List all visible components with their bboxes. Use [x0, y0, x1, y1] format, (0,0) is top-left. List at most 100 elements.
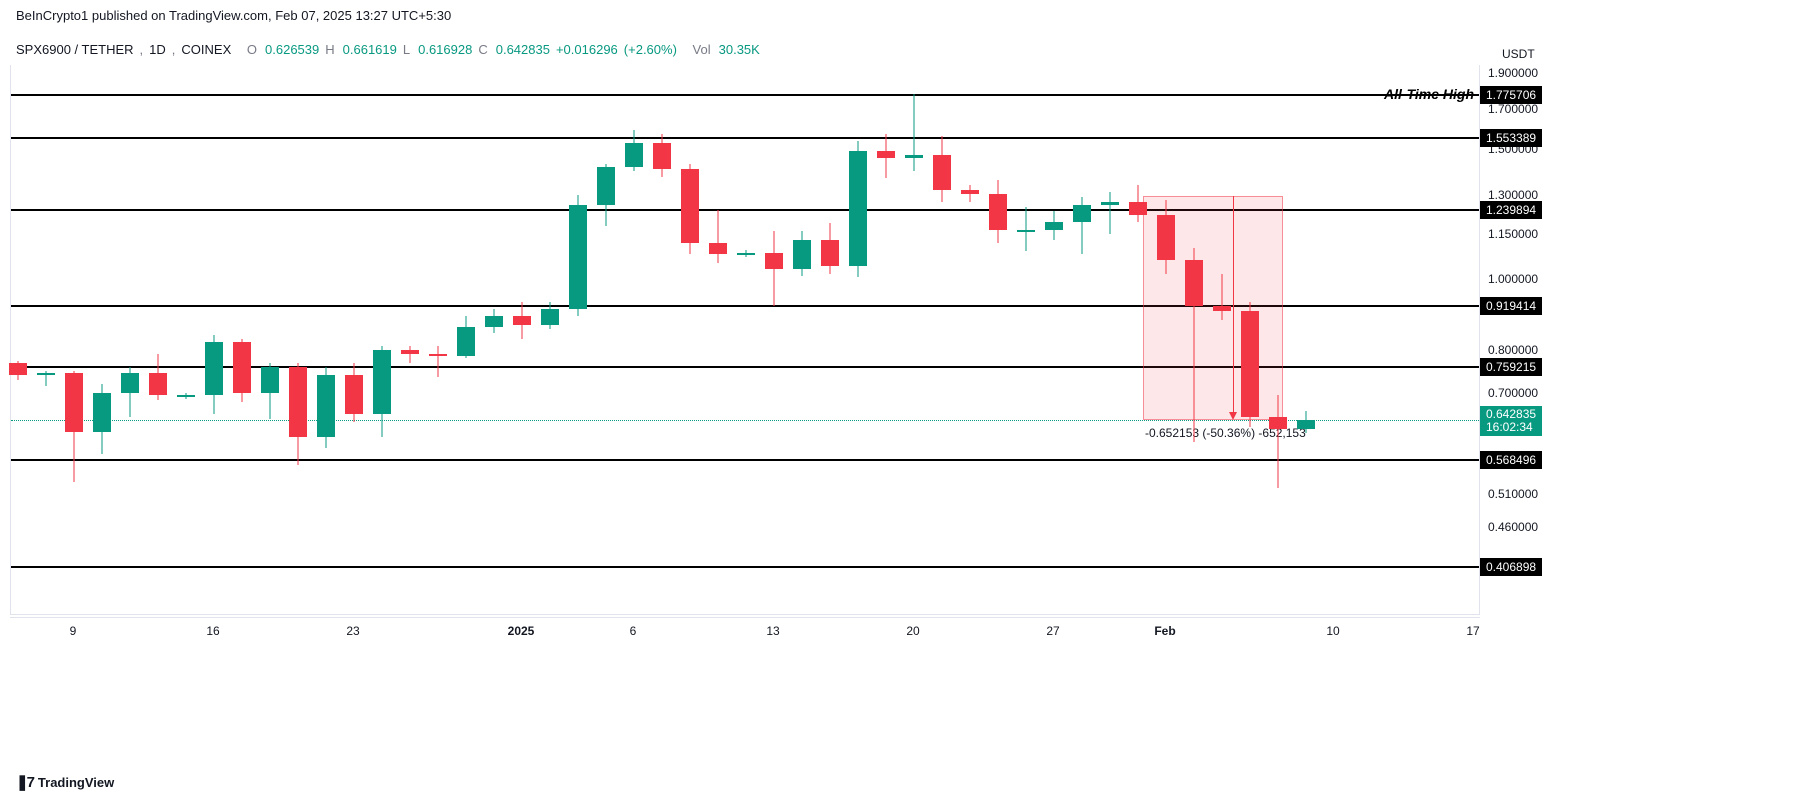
price-level-tag: 0.919414: [1480, 297, 1542, 315]
price-level-line: [11, 94, 1479, 96]
low-label: L: [403, 42, 410, 57]
x-tick: 10: [1326, 624, 1339, 638]
symbol-ohlc-bar: SPX6900 / TETHER , 1D , COINEX O0.626539…: [16, 42, 760, 57]
candle: [709, 210, 727, 263]
candle: [373, 346, 391, 437]
y-axis-title: USDT: [1502, 47, 1535, 61]
x-tick: 9: [70, 624, 77, 638]
candle: [933, 136, 951, 202]
price-level-line: [11, 137, 1479, 139]
y-tick: 0.800000: [1488, 343, 1538, 357]
candle: [317, 367, 335, 448]
price-level-tag: 0.406898: [1480, 558, 1542, 576]
candle: [205, 335, 223, 415]
change-pct: (+2.60%): [624, 42, 677, 57]
high-value: 0.661619: [343, 42, 397, 57]
x-tick: Feb: [1154, 624, 1175, 638]
published-on-text: published on TradingView.com,: [92, 8, 272, 23]
price-level-line: [11, 566, 1479, 568]
candle: [625, 130, 643, 171]
y-tick: 1.900000: [1488, 66, 1538, 80]
x-axis: 9 16 23 2025 6 13 20 27 Feb 10 17: [10, 617, 1480, 647]
candle: [261, 363, 279, 420]
x-tick: 2025: [508, 624, 535, 638]
ath-annotation: All-Time High: [1384, 86, 1474, 102]
open-value: 0.626539: [265, 42, 319, 57]
chart-area[interactable]: -0.652153 (-50.36%) -652,153All-Time Hig…: [10, 65, 1480, 615]
candle: [121, 367, 139, 417]
y-tick: 0.700000: [1488, 386, 1538, 400]
y-axis: USDT 1.9000001.7000001.5000001.3000001.1…: [1480, 65, 1565, 615]
price-level-tag: 1.775706: [1480, 86, 1542, 104]
price-level-tag: 1.239894: [1480, 201, 1542, 219]
candle: [1157, 200, 1175, 274]
vol-label: Vol: [693, 42, 711, 57]
candle: [233, 339, 251, 403]
candle: [93, 384, 111, 454]
interval: 1D: [149, 42, 166, 57]
y-tick: 0.510000: [1488, 487, 1538, 501]
close-label: C: [478, 42, 487, 57]
candle: [765, 231, 783, 305]
vol-value: 30.35K: [719, 42, 760, 57]
candle: [821, 223, 839, 274]
candle: [1185, 248, 1203, 442]
candle: [1297, 411, 1315, 434]
symbol-name: SPX6900 / TETHER: [16, 42, 134, 57]
candle: [877, 134, 895, 178]
price-level-tag: 0.759215: [1480, 358, 1542, 376]
candle: [37, 371, 55, 386]
candle: [653, 134, 671, 176]
price-level-tag: 0.568496: [1480, 451, 1542, 469]
y-tick: 0.460000: [1488, 520, 1538, 534]
candle: [177, 393, 195, 399]
change-value: +0.016296: [556, 42, 618, 57]
candle: [9, 361, 27, 379]
y-tick: 1.150000: [1488, 227, 1538, 241]
logo-icon: ❚7: [16, 773, 33, 791]
candle: [849, 141, 867, 278]
publisher-name: BeInCrypto1: [16, 8, 88, 23]
x-tick: 13: [766, 624, 779, 638]
current-price-tag: 0.64283516:02:34: [1480, 406, 1542, 436]
candle: [737, 250, 755, 257]
y-tick: 1.000000: [1488, 272, 1538, 286]
open-label: O: [247, 42, 257, 57]
tradingview-logo: ❚7 TradingView: [16, 773, 114, 791]
high-label: H: [325, 42, 334, 57]
candle: [1101, 192, 1119, 234]
candle: [597, 164, 615, 226]
candle: [793, 231, 811, 275]
y-tick: 1.300000: [1488, 188, 1538, 202]
candle: [569, 195, 587, 316]
candle: [1073, 197, 1091, 254]
candle: [905, 94, 923, 171]
measurement-arrow: [1233, 196, 1234, 414]
price-level-tag: 1.553389: [1480, 129, 1542, 147]
candle: [345, 363, 363, 422]
low-value: 0.616928: [418, 42, 472, 57]
candle: [401, 346, 419, 362]
price-level-line: [11, 459, 1479, 461]
candle: [1269, 395, 1287, 488]
candle: [513, 302, 531, 338]
arrow-head-icon: [1229, 412, 1237, 420]
candle: [961, 185, 979, 202]
candle: [1129, 185, 1147, 222]
candle: [1045, 211, 1063, 239]
candle: [1241, 302, 1259, 427]
brand-name: TradingView: [38, 775, 114, 790]
x-tick: 23: [346, 624, 359, 638]
candle: [1213, 274, 1231, 320]
candle: [289, 363, 307, 465]
x-tick: 20: [906, 624, 919, 638]
candle: [1017, 207, 1035, 251]
x-tick: 27: [1046, 624, 1059, 638]
x-tick: 17: [1466, 624, 1479, 638]
candle: [989, 180, 1007, 242]
x-tick: 6: [630, 624, 637, 638]
exchange: COINEX: [181, 42, 231, 57]
candle: [457, 316, 475, 358]
x-tick: 16: [206, 624, 219, 638]
candle: [541, 302, 559, 329]
